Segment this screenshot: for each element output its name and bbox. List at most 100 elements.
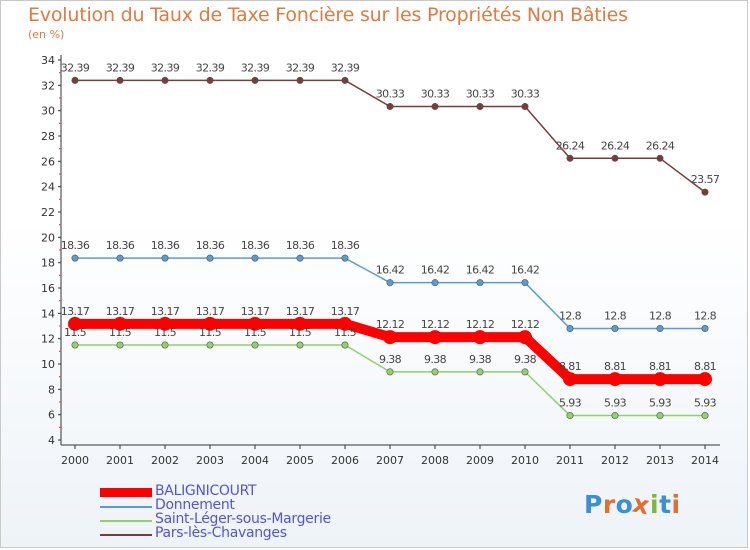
data-point bbox=[116, 254, 124, 262]
data-point bbox=[386, 102, 394, 110]
data-label: 32.39 bbox=[106, 61, 135, 74]
data-point bbox=[386, 279, 394, 287]
data-point bbox=[431, 368, 439, 376]
data-label: 11.5 bbox=[109, 326, 132, 339]
data-label: 12.12 bbox=[421, 318, 450, 331]
data-label: 8.81 bbox=[694, 360, 716, 373]
data-point bbox=[161, 76, 169, 84]
x-tick-label: 2006 bbox=[331, 454, 359, 467]
data-point bbox=[206, 76, 214, 84]
data-label: 11.5 bbox=[199, 326, 222, 339]
data-label: 13.17 bbox=[331, 305, 360, 318]
data-point bbox=[203, 316, 217, 331]
logo-letter: P bbox=[584, 490, 603, 519]
data-label: 9.38 bbox=[424, 353, 447, 366]
series-0 bbox=[68, 316, 712, 387]
data-label: 16.42 bbox=[511, 264, 540, 277]
y-tick-label: 4 bbox=[48, 434, 55, 447]
y-tick-label: 30 bbox=[41, 105, 55, 118]
data-point bbox=[251, 76, 259, 84]
data-point bbox=[566, 412, 574, 420]
data-point bbox=[386, 368, 394, 376]
data-label: 12.12 bbox=[511, 318, 540, 331]
data-label: 30.33 bbox=[376, 87, 405, 100]
data-label: 8.81 bbox=[559, 360, 581, 373]
data-point bbox=[656, 154, 664, 162]
data-point bbox=[701, 412, 709, 420]
data-point bbox=[341, 76, 349, 84]
data-label: 5.93 bbox=[694, 397, 717, 410]
data-point bbox=[113, 316, 127, 331]
data-point bbox=[296, 254, 304, 262]
data-label: 9.38 bbox=[469, 353, 492, 366]
y-tick-label: 14 bbox=[41, 307, 55, 320]
data-label: 12.8 bbox=[694, 310, 717, 323]
legend-label: BALIGNICOURT bbox=[155, 483, 257, 499]
data-point bbox=[341, 254, 349, 262]
data-label: 5.93 bbox=[559, 397, 582, 410]
y-tick-label: 6 bbox=[48, 409, 55, 422]
data-point bbox=[566, 154, 574, 162]
data-label: 30.33 bbox=[421, 87, 450, 100]
data-label: 11.5 bbox=[64, 326, 87, 339]
y-tick-label: 28 bbox=[41, 130, 55, 143]
data-point bbox=[296, 76, 304, 84]
data-point bbox=[521, 279, 529, 287]
data-point bbox=[566, 325, 574, 333]
data-label: 16.42 bbox=[376, 264, 405, 277]
data-point bbox=[563, 372, 577, 387]
data-label: 18.36 bbox=[196, 239, 225, 252]
data-label: 13.17 bbox=[196, 305, 225, 318]
data-label: 18.36 bbox=[61, 239, 90, 252]
legend-label: Pars-lès-Chavanges bbox=[155, 525, 287, 541]
data-point bbox=[296, 341, 304, 349]
data-label: 32.39 bbox=[151, 61, 180, 74]
data-point bbox=[71, 76, 79, 84]
data-point bbox=[68, 316, 82, 331]
data-point bbox=[518, 330, 532, 345]
data-label: 23.57 bbox=[691, 173, 720, 186]
y-tick-label: 32 bbox=[41, 79, 55, 92]
x-tick-label: 2008 bbox=[421, 454, 449, 467]
data-label: 18.36 bbox=[241, 239, 270, 252]
y-tick-label: 26 bbox=[41, 155, 55, 168]
data-point bbox=[206, 254, 214, 262]
data-point bbox=[338, 316, 352, 331]
data-point bbox=[428, 330, 442, 345]
data-point bbox=[71, 254, 79, 262]
data-label: 18.36 bbox=[151, 239, 180, 252]
data-point bbox=[161, 254, 169, 262]
x-tick-label: 2013 bbox=[646, 454, 674, 467]
chart-title: Evolution du Taux de Taxe Foncière sur l… bbox=[28, 4, 628, 26]
data-label: 30.33 bbox=[466, 87, 495, 100]
x-tick-label: 2010 bbox=[511, 454, 539, 467]
y-tick-label: 18 bbox=[41, 257, 55, 270]
y-tick-label: 20 bbox=[41, 231, 55, 244]
data-label: 18.36 bbox=[286, 239, 315, 252]
data-point bbox=[476, 368, 484, 376]
x-tick-label: 2003 bbox=[196, 454, 224, 467]
y-tick-label: 34 bbox=[41, 54, 55, 67]
data-label: 32.39 bbox=[241, 61, 270, 74]
y-tick-label: 16 bbox=[41, 282, 55, 295]
data-label: 32.39 bbox=[331, 61, 360, 74]
data-label: 12.8 bbox=[649, 310, 672, 323]
data-point bbox=[656, 325, 664, 333]
x-tick-label: 2001 bbox=[106, 454, 134, 467]
data-point bbox=[431, 102, 439, 110]
data-point bbox=[473, 330, 487, 345]
data-label: 18.36 bbox=[106, 239, 135, 252]
y-tick-label: 24 bbox=[41, 181, 55, 194]
y-tick-label: 8 bbox=[48, 383, 55, 396]
data-point bbox=[293, 316, 307, 331]
data-point bbox=[521, 102, 529, 110]
data-point bbox=[521, 368, 529, 376]
data-label: 13.17 bbox=[241, 305, 270, 318]
x-tick-label: 2004 bbox=[241, 454, 269, 467]
data-label: 13.17 bbox=[61, 305, 90, 318]
data-label: 13.17 bbox=[151, 305, 180, 318]
y-tick-label: 10 bbox=[41, 358, 55, 371]
data-label: 9.38 bbox=[379, 353, 402, 366]
proxiti-logo: Proxiti bbox=[584, 489, 681, 521]
data-point bbox=[431, 279, 439, 287]
